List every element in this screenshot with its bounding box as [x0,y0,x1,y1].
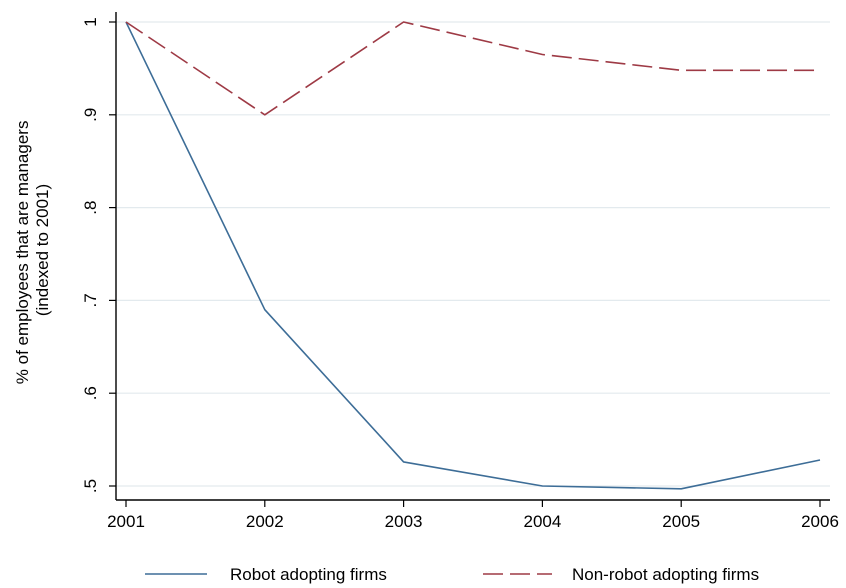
legend-label-0: Robot adopting firms [230,565,387,584]
legend: Robot adopting firms Non-robot adopting f… [145,565,759,584]
y-axis-title: % of employees that are managers (indexe… [13,116,52,384]
y-tick-label-5: 1 [81,17,100,26]
series-line-0 [125,21,821,490]
y-tick-label-3: .8 [81,201,100,215]
y-tick-label-4: .9 [81,108,100,122]
x-tick-label-5: 2006 [801,512,839,531]
y-tick-label-1: .6 [81,386,100,400]
y-tick-label-2: .7 [81,293,100,307]
x-axis-ticks: 2001 2002 2003 2004 2005 2006 [107,500,839,531]
x-tick-label-4: 2005 [662,512,700,531]
series-line-1 [125,21,820,116]
x-tick-label-3: 2004 [523,512,561,531]
y-axis-ticks: .5 .6 .7 .8 .9 1 [81,17,116,493]
y-tick-label-0: .5 [81,479,100,493]
x-tick-label-0: 2001 [107,512,145,531]
gridlines [116,21,830,487]
legend-label-1: Non-robot adopting firms [572,565,759,584]
x-tick-label-1: 2002 [246,512,284,531]
y-axis-title-line-2: (indexed to 2001) [33,184,52,316]
series-lines [125,21,821,490]
y-axis-title-line-1: % of employees that are managers [13,121,32,385]
x-tick-label-2: 2003 [385,512,423,531]
